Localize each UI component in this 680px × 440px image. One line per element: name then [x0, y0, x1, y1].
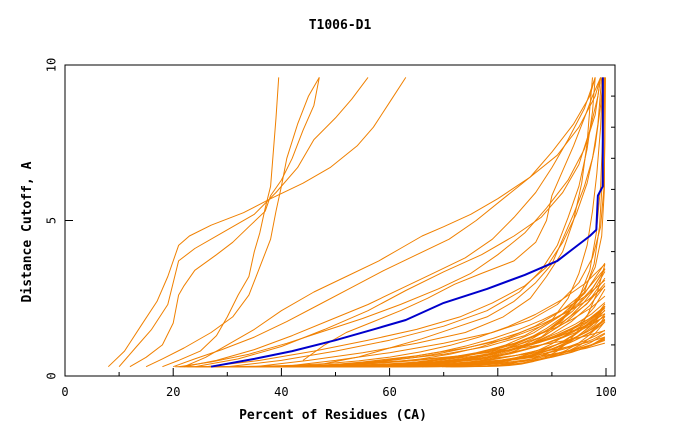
model-curve [302, 77, 602, 361]
model-curve [239, 279, 606, 368]
model-curve [107, 77, 407, 368]
model-curve [406, 271, 606, 368]
y-tick-label: 5 [45, 217, 59, 224]
chart-title: T1006-D1 [309, 18, 372, 33]
x-axis-label: Percent of Residues (CA) [239, 408, 427, 423]
y-axis-ticks: 0 5 10 [45, 58, 615, 380]
x-tick-label: 20 [166, 385, 180, 399]
model-curve [308, 77, 606, 368]
model-curve [162, 77, 280, 368]
y-tick-label: 0 [45, 372, 59, 379]
model-curve [129, 77, 320, 368]
model-curve [324, 77, 603, 365]
model-curve [362, 77, 605, 368]
model-curve [173, 77, 596, 368]
highlight-layer [210, 77, 604, 368]
model-curve [118, 77, 369, 368]
model-curve [238, 318, 606, 368]
series-layer [107, 77, 606, 368]
y-tick-label: 10 [45, 58, 59, 72]
model-curve [183, 77, 596, 368]
x-axis-ticks: 0 20 40 60 80 100 [61, 368, 617, 399]
model-curve [194, 77, 602, 368]
x-tick-label: 80 [491, 385, 505, 399]
model-curve [205, 77, 604, 368]
model-curve [145, 77, 320, 368]
model-curve [281, 77, 606, 368]
x-tick-label: 100 [595, 385, 617, 399]
model-curve [254, 77, 593, 368]
model-curve [335, 77, 604, 368]
x-tick-label: 40 [274, 385, 288, 399]
y-axis-label: Distance Cutoff, A [20, 161, 35, 302]
highlighted-model-curve [210, 77, 604, 368]
model-curve [178, 77, 602, 368]
model-curve [378, 77, 605, 368]
x-tick-label: 60 [382, 385, 396, 399]
x-tick-label: 0 [61, 385, 68, 399]
model-curve [183, 77, 602, 368]
